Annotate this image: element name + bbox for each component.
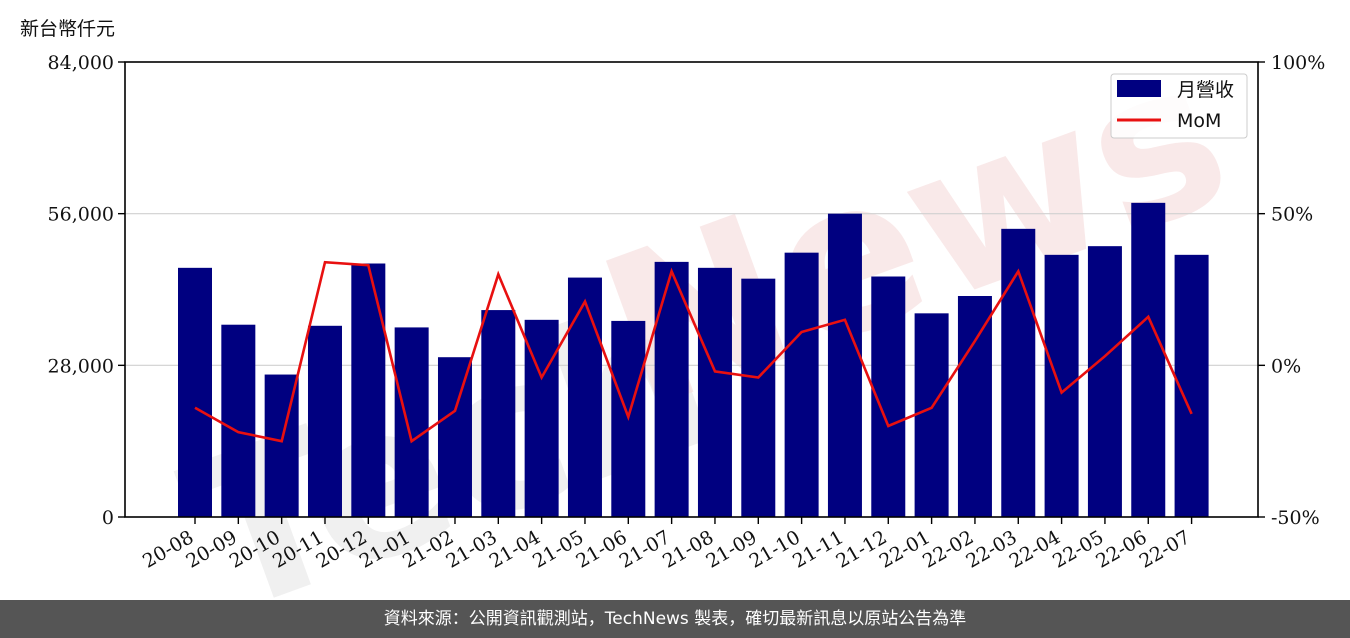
line-series (194, 260, 1193, 444)
legend-swatch-bar (1117, 80, 1161, 97)
bar-22-03 (1001, 228, 1036, 518)
mom-line (194, 260, 1193, 444)
bar-22-05 (1087, 246, 1122, 517)
bar-21-02 (437, 357, 472, 517)
source-footer: 資料來源：公開資訊觀測站，TechNews 製表，確切最新訊息以原站公告為準 (0, 600, 1350, 638)
legend-label-line: MoM (1177, 110, 1221, 132)
y-right-tick-label-1: 0% (1271, 355, 1301, 377)
bar-21-10 (784, 252, 819, 517)
bar-21-08 (697, 267, 732, 517)
y-right-tick-label-3: 100% (1271, 52, 1325, 74)
legend-label-bar: 月營收 (1177, 79, 1234, 101)
plot-frame (124, 61, 1259, 518)
bar-series (178, 202, 1209, 518)
y-right-tick-label-2: 50% (1271, 204, 1313, 226)
bar-22-01 (914, 313, 949, 517)
y-left-tick-label-0: 0 (102, 507, 114, 529)
bar-22-02 (957, 296, 992, 517)
revenue-chart: Tech News 028,00056,00084,000-50%0%50%10… (48, 10, 1326, 600)
bar-20-08 (178, 267, 212, 517)
bar-20-09 (221, 324, 256, 517)
y-axis-unit-label: 新台幣仟元 (20, 18, 116, 40)
x-tick-label-22-07: 22-07 (1136, 526, 1194, 572)
y-right-tick-label-0: -50% (1271, 507, 1320, 529)
y-left-tick-label-2: 56,000 (48, 204, 114, 226)
bar-20-12 (351, 263, 386, 517)
bar-21-09 (741, 278, 776, 517)
y-left-tick-label-3: 84,000 (48, 52, 114, 74)
legend: 月營收 MoM (1110, 73, 1248, 139)
bar-21-03 (481, 310, 516, 517)
bar-21-05 (567, 277, 602, 517)
bar-22-06 (1131, 202, 1166, 518)
bar-20-11 (307, 325, 342, 517)
y-left-tick-label-1: 28,000 (48, 355, 114, 377)
bar-21-01 (394, 327, 429, 517)
bar-21-07 (654, 261, 689, 517)
bar-21-11 (827, 213, 862, 517)
bar-22-04 (1044, 254, 1079, 518)
